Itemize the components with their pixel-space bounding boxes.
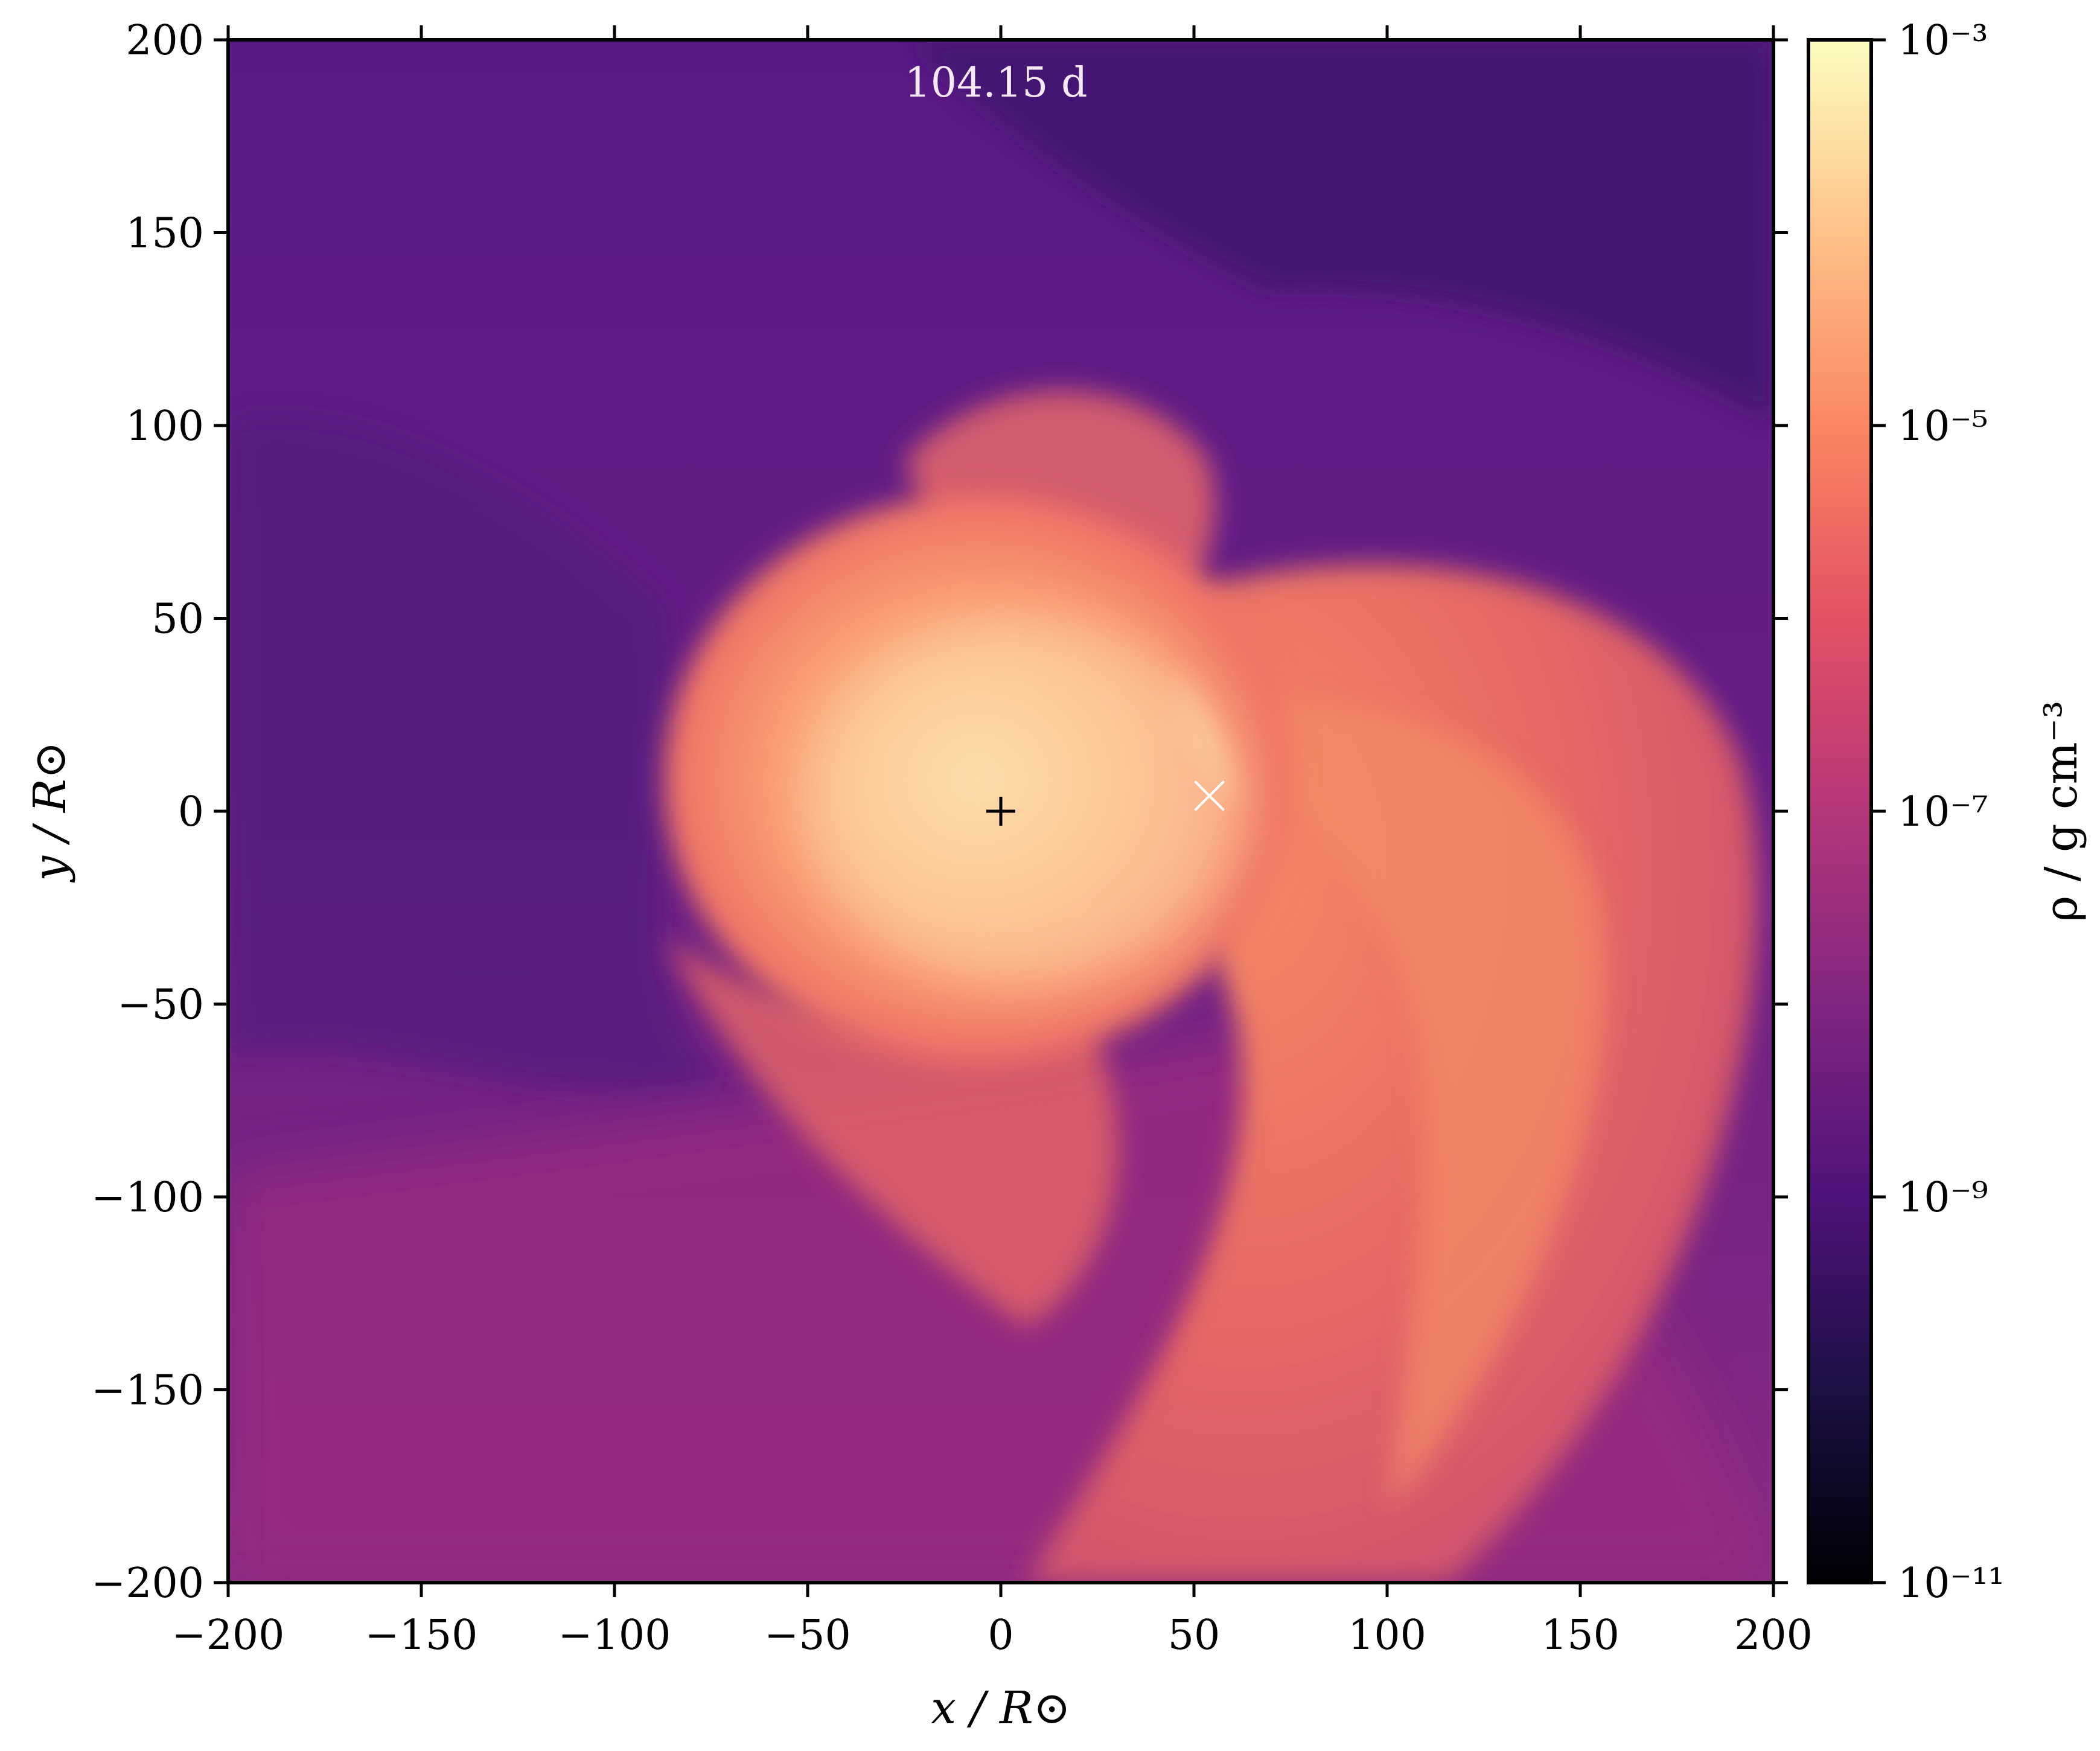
x-axis-ticks: −200 −150 −100 −50 0 50 100 150 200 [172, 25, 1813, 1659]
colorbar-label: ρ / g cm⁻³ [2035, 701, 2087, 922]
x-axis-label: x / R⊙ [931, 1682, 1070, 1734]
time-annotation: 104.15 d [904, 59, 1087, 107]
x-tick-label: 100 [1348, 1612, 1426, 1659]
y-tick-label: −50 [117, 981, 204, 1029]
x-tick-label: −100 [558, 1612, 671, 1659]
x-tick-label: 0 [988, 1612, 1013, 1659]
y-tick-label: 0 [178, 788, 204, 836]
colorbar-tick-label: 10⁻¹¹ [1898, 1560, 2005, 1607]
colorbar-tick-label: 10⁻⁹ [1898, 1174, 1988, 1222]
colorbar-ticks: 10⁻¹¹ 10⁻⁹ 10⁻⁷ 10⁻⁵ 10⁻³ [1871, 17, 2005, 1607]
y-tick-label: 150 [126, 210, 204, 258]
x-tick-label: 50 [1168, 1612, 1221, 1659]
y-tick-label: −200 [91, 1560, 204, 1607]
x-tick-label: −200 [172, 1612, 285, 1659]
x-tick-label: 150 [1541, 1612, 1620, 1659]
y-tick-label: −100 [91, 1174, 204, 1222]
x-tick-label: −50 [764, 1612, 851, 1659]
y-tick-label: −150 [91, 1367, 204, 1415]
x-tick-label: −150 [365, 1612, 478, 1659]
colorbar [1808, 40, 1871, 1583]
colorbar-tick-label: 10⁻⁵ [1898, 403, 1988, 450]
colorbar-tick-label: 10⁻³ [1898, 17, 1988, 65]
y-tick-label: 100 [126, 403, 204, 450]
y-axis-ticks: −200 −150 −100 −50 0 50 100 150 200 [91, 17, 1788, 1607]
companion-marker [1194, 780, 1225, 811]
density-field [228, 40, 1773, 1583]
y-tick-label: 200 [126, 17, 204, 65]
colorbar-tick-label: 10⁻⁷ [1898, 788, 1988, 836]
y-tick-label: 50 [152, 596, 204, 643]
y-axis-label: y / R⊙ [24, 741, 76, 883]
x-tick-label: 200 [1734, 1612, 1813, 1659]
markers [986, 780, 1225, 826]
